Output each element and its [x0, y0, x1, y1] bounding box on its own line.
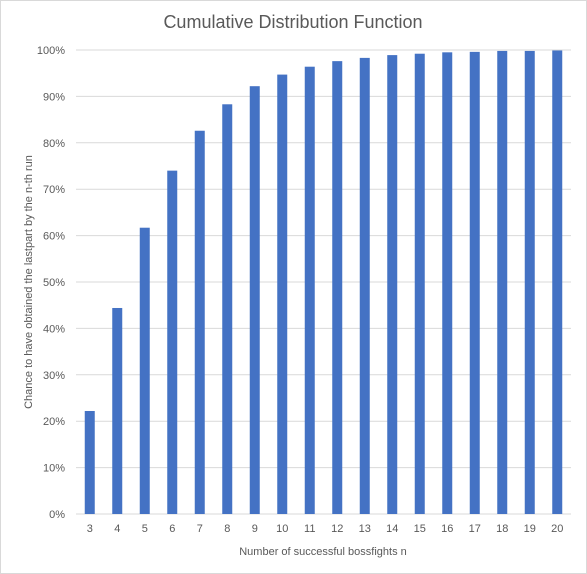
bar-16 [442, 52, 453, 514]
y-tick-label: 100% [37, 45, 65, 57]
bar-15 [414, 53, 425, 514]
y-tick-label: 30% [43, 370, 65, 382]
chart-title: Cumulative Distribution Function [163, 12, 422, 32]
x-axis-ticks: 3 4 5 6 7 8 9 10 11 12 13 14 15 16 17 18 19 20 [87, 523, 564, 535]
x-tick-label: 13 [359, 523, 371, 535]
x-tick-label: 4 [114, 523, 120, 535]
y-tick-label: 80% [43, 138, 65, 150]
y-tick-label: 90% [43, 91, 65, 103]
y-tick-label: 0% [49, 509, 65, 521]
y-tick-label: 60% [43, 231, 65, 243]
x-tick-label: 9 [252, 523, 258, 535]
x-tick-label: 12 [331, 523, 343, 535]
y-tick-label: 50% [43, 277, 65, 289]
x-tick-label: 19 [524, 523, 536, 535]
bar-19 [524, 50, 535, 514]
y-tick-label: 70% [43, 184, 65, 196]
bar-14 [387, 55, 398, 514]
bar-9 [249, 86, 260, 514]
x-tick-label: 8 [224, 523, 230, 535]
x-tick-label: 14 [386, 523, 398, 535]
bar-13 [359, 57, 370, 514]
x-tick-label: 17 [469, 523, 481, 535]
bar-5 [139, 227, 150, 514]
x-tick-label: 15 [414, 523, 426, 535]
x-tick-label: 6 [169, 523, 175, 535]
x-axis-label: Number of successful bossfights n [239, 546, 407, 558]
bars [84, 50, 563, 515]
x-tick-label: 18 [496, 523, 508, 535]
bar-17 [469, 51, 480, 515]
bar-7 [194, 130, 205, 514]
x-tick-label: 11 [304, 523, 315, 535]
x-tick-label: 5 [142, 523, 148, 535]
x-tick-label: 7 [197, 523, 203, 535]
y-tick-label: 40% [43, 323, 65, 335]
y-axis-label: Chance to have obtained the lastpart by … [23, 155, 35, 409]
x-tick-label: 20 [551, 523, 563, 535]
y-tick-label: 10% [43, 463, 65, 475]
bar-4 [112, 307, 123, 514]
y-axis-ticks: 0% 10% 20% 30% 40% 50% 60% 70% 80% 90% 100% [37, 45, 65, 521]
bar-20 [552, 50, 563, 515]
x-tick-label: 10 [276, 523, 288, 535]
bar-18 [497, 50, 508, 514]
bar-3 [84, 410, 95, 514]
bar-10 [277, 74, 288, 514]
y-tick-label: 20% [43, 416, 65, 428]
bar-8 [222, 104, 233, 515]
gridlines [76, 49, 571, 515]
x-tick-label: 16 [441, 523, 453, 535]
x-tick-label: 3 [87, 523, 93, 535]
bar-11 [304, 66, 315, 514]
bar-6 [167, 170, 178, 514]
bar-12 [332, 61, 343, 515]
